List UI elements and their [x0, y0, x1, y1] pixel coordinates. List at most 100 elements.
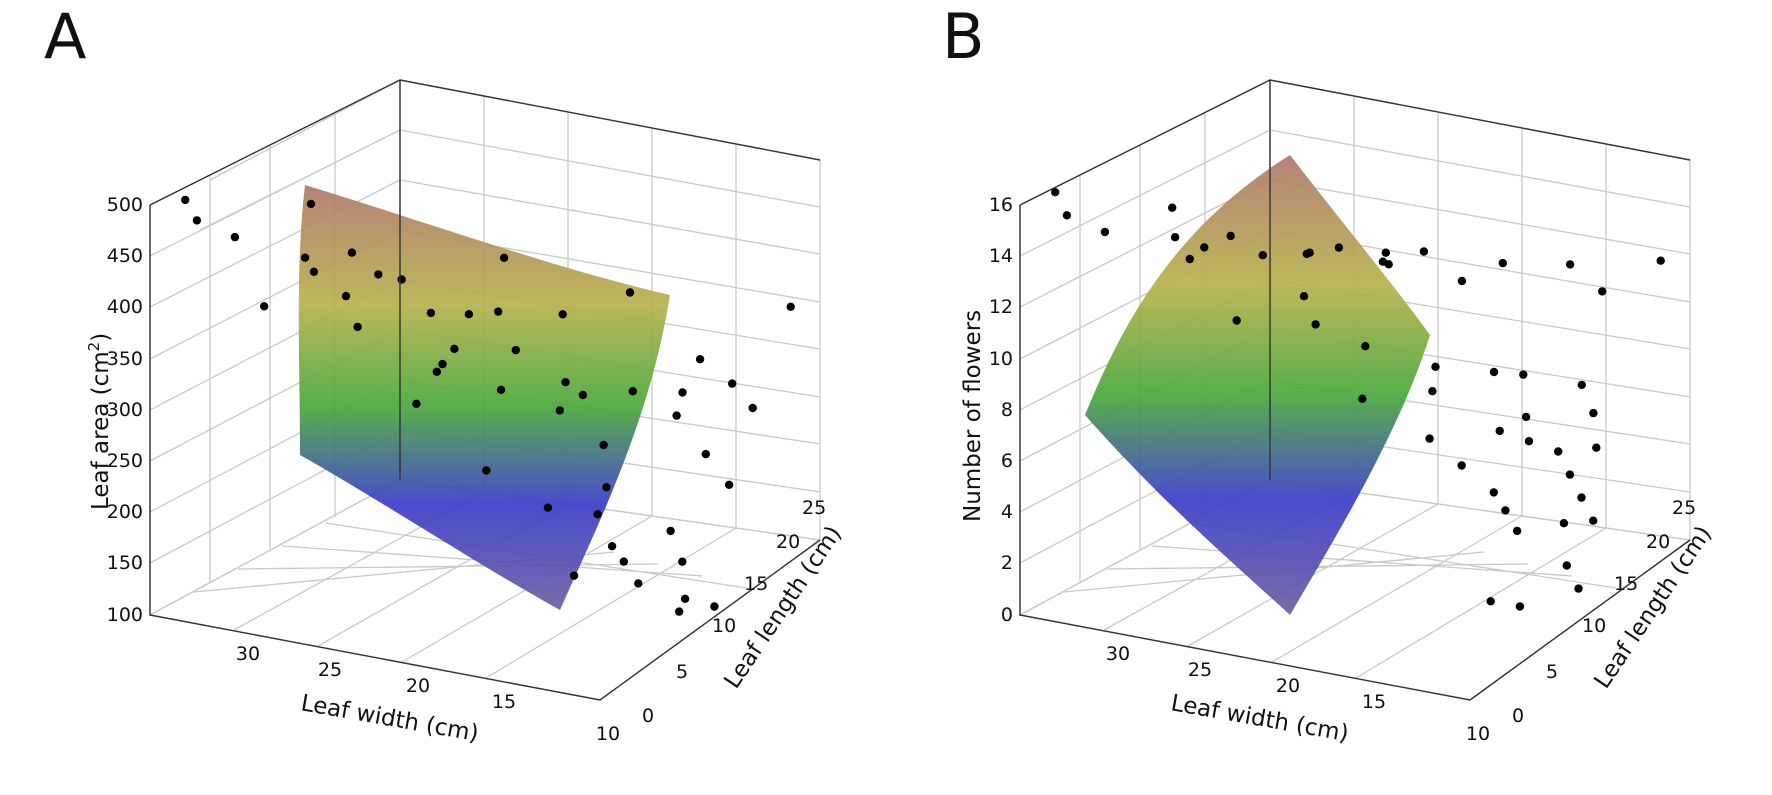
data-point [1425, 434, 1434, 443]
z-tick: 14 [989, 245, 1013, 267]
data-point [619, 557, 628, 566]
data-point [374, 270, 383, 279]
data-point [1168, 203, 1177, 212]
data-point [432, 367, 441, 376]
data-point [578, 390, 588, 400]
data-point [438, 359, 447, 369]
data-point [672, 411, 681, 420]
data-point [1515, 602, 1525, 611]
data-point [1299, 292, 1309, 301]
panel-b-z-ticks: 16 14 12 10 8 6 4 2 0 [989, 194, 1013, 626]
data-point [260, 302, 269, 311]
data-point [1577, 493, 1586, 502]
data-point [561, 378, 570, 387]
panel-label-b: B [942, 0, 985, 73]
data-point [1170, 233, 1180, 242]
x-tick: 25 [1188, 659, 1212, 681]
data-point [724, 480, 734, 489]
data-point [309, 267, 319, 276]
panel-b-x-label: Leaf width (cm) [1169, 690, 1351, 747]
data-point [464, 310, 474, 319]
z-tick: 8 [1001, 399, 1013, 421]
data-point [558, 310, 567, 319]
data-point [1589, 408, 1598, 418]
data-point [181, 195, 190, 205]
data-point [1258, 251, 1267, 260]
data-point [1232, 316, 1241, 325]
data-point [1457, 276, 1467, 286]
panel-label-a: A [44, 0, 86, 73]
z-tick: 150 [107, 552, 143, 574]
data-point [347, 248, 357, 257]
panel-b-y-ticks: 0 5 10 15 20 25 [1512, 497, 1696, 727]
data-point [748, 403, 757, 413]
data-point [230, 232, 240, 242]
data-point [543, 503, 553, 512]
data-point [555, 406, 564, 415]
data-point [701, 449, 710, 459]
data-point [300, 253, 310, 262]
panel-a-points [181, 195, 795, 616]
data-point [1100, 227, 1110, 237]
y-tick: 15 [744, 573, 768, 595]
z-tick: 10 [989, 348, 1013, 370]
panel-a-x-label: Leaf width (cm) [299, 690, 481, 747]
panel-a-z-label: Leaf area (cm2) [85, 333, 114, 510]
panel-b-points [1051, 188, 1665, 611]
x-tick: 20 [1276, 675, 1300, 697]
data-point [607, 542, 617, 551]
data-point [1559, 519, 1569, 528]
data-point [569, 571, 579, 580]
data-point [499, 253, 509, 262]
x-tick: 10 [596, 723, 620, 745]
z-tick: 16 [989, 194, 1013, 216]
x-tick: 10 [1466, 723, 1490, 745]
z-tick: 400 [107, 296, 143, 318]
data-point [496, 385, 506, 394]
data-point [1501, 506, 1510, 515]
data-point [1512, 526, 1522, 536]
data-point [1311, 320, 1320, 329]
data-point [1554, 447, 1563, 456]
data-point [1457, 461, 1466, 470]
panel-a-frame [149, 79, 821, 701]
data-point [786, 302, 795, 311]
data-point [482, 466, 491, 475]
panel-b-x-ticks: 30 25 20 15 10 [1106, 643, 1490, 745]
data-point [1489, 488, 1498, 497]
data-point [1378, 257, 1388, 266]
data-point [1226, 231, 1235, 241]
data-point [1302, 249, 1311, 259]
data-point [1574, 584, 1583, 593]
y-tick: 5 [676, 661, 688, 683]
data-point [1589, 516, 1598, 525]
data-point [1495, 426, 1504, 436]
z-tick: 300 [107, 399, 143, 421]
data-point [450, 344, 459, 353]
data-point [1200, 243, 1209, 252]
x-tick: 15 [492, 691, 516, 713]
data-point [1486, 597, 1495, 606]
x-tick: 25 [318, 659, 342, 681]
x-tick: 30 [1106, 643, 1130, 665]
z-tick: 350 [107, 348, 143, 370]
data-point [1656, 256, 1665, 265]
panel-b-frame [1019, 79, 1691, 701]
data-point [602, 483, 611, 492]
data-point [511, 345, 520, 355]
z-tick: 6 [1001, 450, 1013, 472]
data-point [625, 288, 635, 297]
data-point [353, 322, 362, 332]
data-point [341, 291, 351, 301]
data-point [634, 579, 643, 588]
data-point [599, 440, 608, 450]
data-point [1431, 362, 1440, 371]
z-tick: 450 [107, 245, 143, 267]
data-point [1051, 188, 1060, 197]
z-tick: 250 [107, 450, 143, 472]
data-point [192, 216, 202, 225]
y-tick: 10 [1582, 615, 1606, 637]
panel-a-x-ticks: 30 25 20 15 10 [236, 643, 620, 745]
data-point [1498, 258, 1507, 268]
